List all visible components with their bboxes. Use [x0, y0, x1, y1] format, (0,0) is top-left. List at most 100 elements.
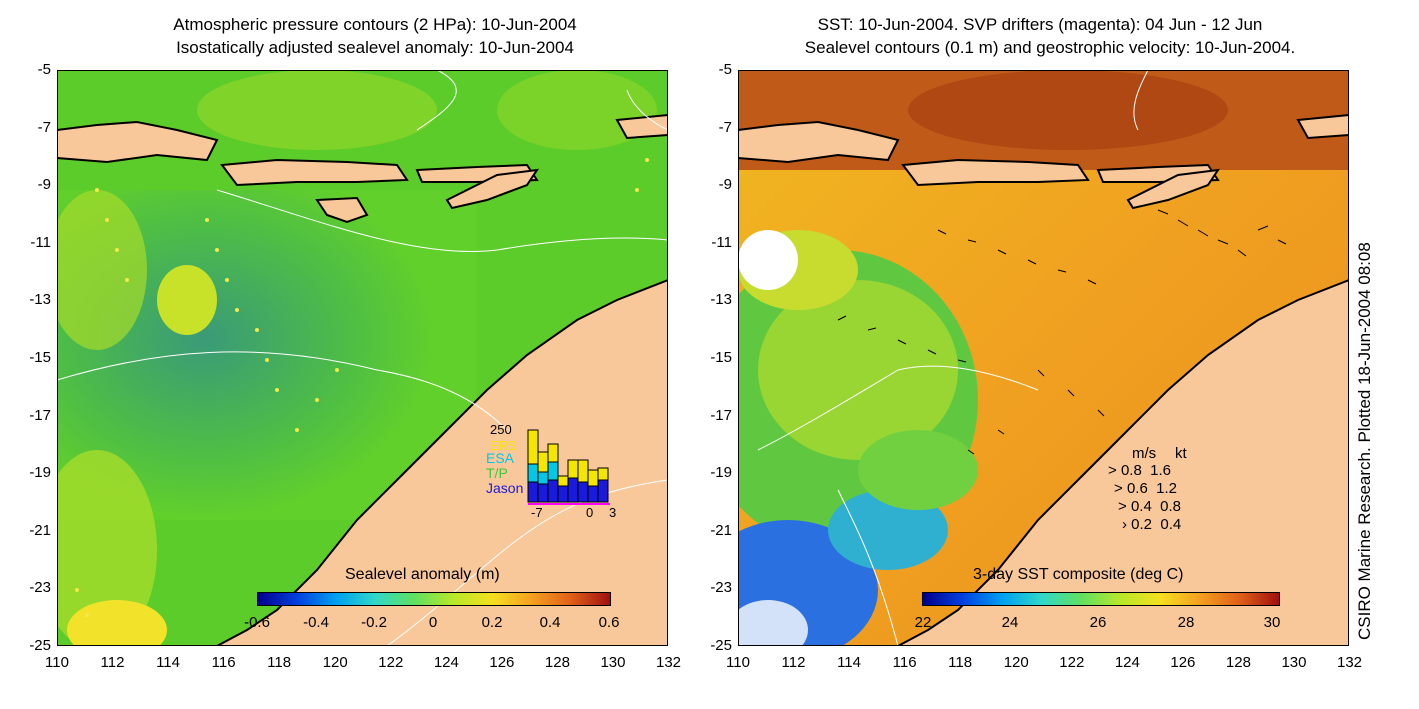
- right-title-line2: Sealevel contours (0.1 m) and geostrophi…: [804, 38, 1296, 57]
- left-cb-tick-4: 0.2: [481, 614, 503, 631]
- scale-kt-0: 1.6: [1150, 462, 1171, 479]
- right-x-tick-116: 116: [892, 654, 917, 671]
- left-x-tick-120: 120: [322, 654, 348, 671]
- left-y-tick--11: -11: [30, 233, 51, 251]
- inset-xtick-1: 0: [586, 505, 594, 520]
- right-x-tick-130: 130: [1281, 654, 1307, 671]
- left-cb-tick-3: 0: [428, 614, 438, 631]
- scale-header-ms: m/s: [1132, 445, 1157, 462]
- left-y-tick--9: -9: [37, 176, 51, 194]
- inset-xtick-2: 3: [609, 505, 617, 520]
- left-x-tick-122: 122: [378, 654, 404, 671]
- right-cb-tick-4: 30: [1263, 614, 1281, 631]
- scale-ms-0: 0.8: [1120, 462, 1142, 479]
- left-cb-tick-2: -0.2: [361, 614, 387, 631]
- inset-legend-esa: ESA: [486, 450, 515, 466]
- left-x-tick-126: 126: [489, 654, 515, 671]
- right-x-tick-128: 128: [1225, 654, 1251, 671]
- scale-ms-3: 0.2: [1131, 516, 1153, 533]
- right-x-tick-124: 124: [1114, 654, 1140, 671]
- inset-legend-ers: ERS: [490, 438, 517, 453]
- right-y-tick--5: -5: [718, 61, 732, 78]
- scale-ms-2: 0.4: [1130, 498, 1152, 515]
- inset-ymax-label: 250: [490, 422, 512, 437]
- left-x-tick-118: 118: [267, 654, 292, 671]
- inset-bar-chart: [527, 429, 610, 505]
- left-cb-tick-5: 0.4: [539, 614, 561, 631]
- left-y-tick--25: -25: [29, 637, 51, 654]
- left-x-tick-132: 132: [656, 654, 682, 671]
- inset-xtick-0: -7: [531, 505, 543, 520]
- right-cb-tick-3: 28: [1177, 614, 1195, 631]
- left-map: [57, 70, 668, 646]
- right-y-tick--25: -25: [710, 637, 732, 654]
- pressure-contours: [57, 70, 668, 646]
- inset-legend-tp: T/P: [486, 465, 508, 481]
- left-x-tick-112: 112: [100, 654, 125, 671]
- left-x-tick-130: 130: [600, 654, 626, 671]
- right-x-tick-118: 118: [948, 654, 973, 671]
- scale-header-kt: kt: [1175, 445, 1187, 462]
- right-y-tick--19: -19: [710, 464, 732, 482]
- right-x-tick-110: 110: [726, 654, 750, 671]
- scale-row-2: > 0.4 0.8: [1118, 498, 1181, 515]
- right-y-tick--11: -11: [711, 233, 732, 251]
- scale-kt-2: 0.8: [1160, 498, 1181, 515]
- scale-kt-1: 1.2: [1156, 480, 1177, 497]
- scale-row-0: > 0.8 1.6: [1108, 462, 1171, 479]
- sealevel-contours: [757, 70, 1149, 646]
- altimeter-tracks: [75, 128, 659, 617]
- left-x-tick-128: 128: [544, 654, 570, 671]
- right-colorbar: [922, 592, 1280, 606]
- right-y-tick--13: -13: [710, 291, 732, 309]
- left-y-tick--13: -13: [29, 291, 51, 309]
- left-colorbar-label: Sealevel anomaly (m): [345, 566, 500, 583]
- left-y-tick--21: -21: [29, 521, 51, 539]
- right-x-tick-112: 112: [781, 654, 806, 671]
- left-x-tick-116: 116: [211, 654, 236, 671]
- right-x-tick-120: 120: [1003, 654, 1029, 671]
- land: [57, 113, 668, 646]
- right-colorbar-label: 3-day SST composite (deg C): [973, 566, 1184, 583]
- left-y-tick--17: -17: [29, 406, 51, 424]
- scale-kt-3: 0.4: [1160, 516, 1182, 533]
- scale-row-1: > 0.6 1.2: [1114, 480, 1177, 497]
- right-x-tick-122: 122: [1059, 654, 1085, 671]
- left-title-line2: Isostatically adjusted sealevel anomaly:…: [176, 38, 574, 57]
- right-cb-tick-0: 22: [914, 614, 932, 631]
- scale-row-3: › 0.2 0.4: [1122, 516, 1182, 533]
- left-cb-tick-6: 0.6: [598, 614, 620, 631]
- right-y-tick--17: -17: [710, 406, 732, 424]
- left-y-tick--15: -15: [29, 349, 51, 366]
- right-x-tick-132: 132: [1337, 654, 1363, 671]
- right-cb-tick-2: 26: [1089, 614, 1107, 631]
- left-y-tick--5: -5: [37, 61, 51, 78]
- right-x-tick-126: 126: [1170, 654, 1196, 671]
- right-y-tick--23: -23: [710, 579, 732, 597]
- right-y-tick--15: -15: [710, 349, 732, 366]
- left-x-tick-114: 114: [156, 654, 180, 671]
- inset-legend-jason: Jason: [486, 480, 524, 496]
- left-y-tick--19: -19: [29, 464, 51, 482]
- right-title-line1: SST: 10-Jun-2004. SVP drifters (magenta)…: [817, 15, 1263, 34]
- right-map-frame: [738, 70, 1349, 646]
- right-map: [738, 70, 1349, 646]
- left-colorbar: [257, 592, 611, 606]
- right-cb-tick-1: 24: [1001, 614, 1019, 631]
- right-y-tick--7: -7: [718, 118, 732, 136]
- left-x-tick-124: 124: [433, 654, 459, 671]
- left-y-tick--7: -7: [37, 118, 51, 136]
- scale-ms-1: 0.6: [1126, 480, 1148, 497]
- left-cb-tick-0: -0.6: [244, 614, 270, 631]
- right-x-tick-114: 114: [837, 654, 861, 671]
- credit-text: CSIRO Marine Research. Plotted 18-Jun-20…: [1355, 242, 1374, 640]
- left-y-tick--23: -23: [29, 579, 51, 597]
- left-cb-tick-1: -0.4: [303, 614, 329, 631]
- right-y-tick--9: -9: [718, 176, 732, 194]
- geostrophic-velocity-arrows: [837, 209, 1287, 455]
- left-x-tick-110: 110: [45, 654, 69, 671]
- right-y-tick--21: -21: [710, 521, 732, 539]
- land: [738, 113, 1349, 646]
- left-map-frame: [57, 70, 668, 646]
- left-title-line1: Atmospheric pressure contours (2 HPa): 1…: [173, 15, 577, 34]
